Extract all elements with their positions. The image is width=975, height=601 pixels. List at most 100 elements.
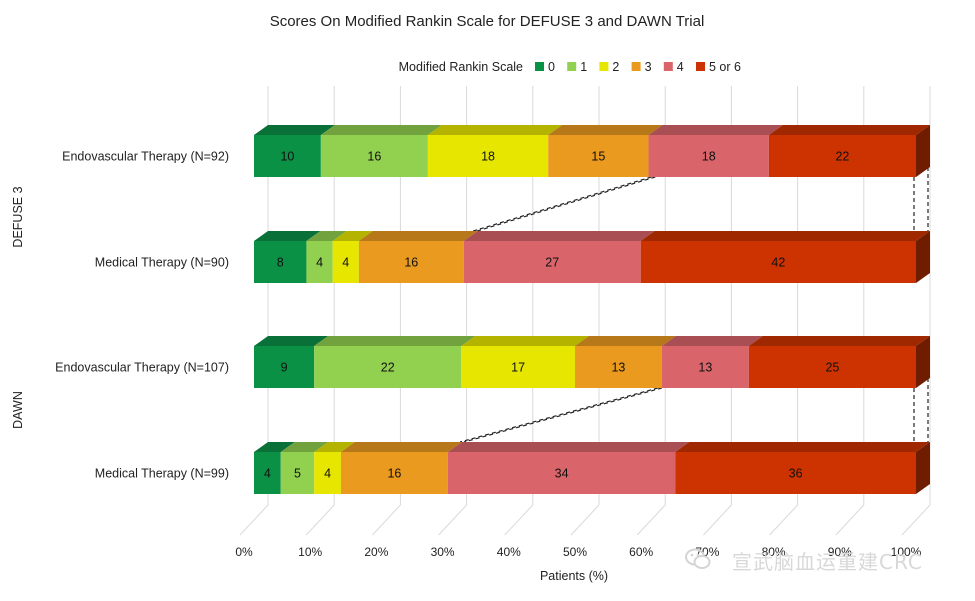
bar-value-label: 18: [702, 150, 716, 164]
legend-swatch: [599, 62, 609, 71]
row-label: Endovascular Therapy (N=107): [55, 361, 229, 375]
group-label: DAWN: [11, 391, 25, 429]
legend-swatch: [663, 62, 673, 71]
bar-value-label: 13: [698, 361, 712, 375]
watermark: 宣武脑血运重建CRC: [684, 543, 954, 579]
bar-segment-top: [340, 442, 462, 452]
bar-value-label: 4: [342, 256, 349, 270]
bar-value-label: 16: [367, 150, 381, 164]
bar-value-label: 16: [404, 256, 418, 270]
chart-title: Scores On Modified Rankin Scale for DEFU…: [270, 13, 705, 30]
bar-value-label: 16: [387, 467, 401, 481]
bar-segment: [463, 241, 641, 283]
connector-lines: [459, 167, 929, 452]
bar-segment: [340, 452, 448, 494]
wechat-icon: [685, 548, 711, 569]
legend-swatch: [535, 62, 544, 71]
legend-label: 1: [580, 60, 587, 74]
x-tick-label: 50%: [563, 545, 587, 559]
bar-segment-top: [254, 442, 295, 452]
bar-segment: [574, 346, 662, 388]
bar-segment-top: [675, 442, 930, 452]
bar-segment-top: [447, 442, 690, 452]
bar-segment: [358, 241, 464, 283]
bar-value-label: 13: [611, 361, 625, 375]
x-tick-label: 10%: [298, 545, 322, 559]
bar-segment-top: [574, 336, 676, 346]
bar-segment: [254, 135, 321, 177]
bar-value-label: 18: [481, 150, 495, 164]
x-tick-label: 20%: [364, 545, 388, 559]
bar-segment: [306, 241, 333, 283]
bar-value-label: 42: [771, 256, 785, 270]
bar-segment-top: [254, 231, 321, 241]
bar-value-label: 34: [555, 467, 569, 481]
watermark-text: 宣武脑血运重建CRC: [732, 550, 923, 574]
bar-side-face: [916, 125, 930, 177]
x-tick-label: 60%: [629, 545, 653, 559]
bar-segment: [447, 452, 676, 494]
row-label: Medical Therapy (N=90): [95, 256, 229, 270]
x-tick-label: 0%: [235, 545, 253, 559]
bar-segment: [254, 346, 315, 388]
legend-label: 4: [677, 60, 684, 74]
bar-segment: [640, 241, 916, 283]
x-tick-label: 30%: [431, 545, 455, 559]
legend-title: Modified Rankin Scale: [399, 60, 523, 74]
bar-segment-top: [306, 231, 347, 241]
connector-line: [473, 176, 652, 232]
legend: Modified Rankin Scale 0 1 2 3 4 5 or 6: [399, 60, 741, 74]
bar-value-label: 22: [835, 150, 849, 164]
bar-value-label: 27: [545, 256, 559, 270]
bar-segment: [461, 346, 575, 388]
legend-label: 2: [612, 60, 619, 74]
gridline-floor: [703, 504, 732, 536]
group-label: DEFUSE 3: [11, 186, 25, 247]
x-tick-label: 80%: [762, 545, 786, 559]
bar-segment: [314, 452, 341, 494]
bar-segment: [254, 241, 307, 283]
bar-segment-top: [661, 336, 763, 346]
bar-segment: [320, 135, 428, 177]
bar-side-face: [916, 336, 930, 388]
bar-segment: [661, 346, 749, 388]
bar-segment: [254, 452, 281, 494]
bar-value-label: 8: [277, 256, 284, 270]
connector-line: [459, 387, 658, 443]
bar-segment-top: [314, 442, 355, 452]
row-label: Medical Therapy (N=99): [95, 467, 229, 481]
bar-segment-top: [280, 442, 329, 452]
connector-line: [477, 176, 656, 232]
gridline-floor: [570, 504, 600, 536]
bar-value-label: 15: [591, 150, 605, 164]
bar-segment-top: [332, 231, 373, 241]
connector-line: [463, 387, 662, 443]
bar-segment-top: [768, 125, 930, 135]
bar-segment-top: [314, 336, 476, 346]
bar-value-label: 9: [281, 361, 288, 375]
bar-segment: [648, 135, 769, 177]
bar-side-face: [916, 442, 930, 494]
bars: 10 16 18 15 18 22 8 4 4 16 27 42 9 22 17 13 13 25 4 5 4 16 34 3…: [254, 125, 930, 494]
bar-segment: [427, 135, 549, 177]
bar-segment-top: [548, 125, 663, 135]
gridline-floor: [901, 504, 931, 536]
legend-swatch: [631, 62, 641, 71]
bar-segment: [675, 452, 916, 494]
bar-segment-top: [463, 231, 655, 241]
legend-swatch: [696, 62, 705, 71]
bar-segment-top: [640, 231, 930, 241]
bar-value-label: 10: [280, 150, 294, 164]
x-axis: 0% 10% 20% 30% 40% 50% 60% 70% 80% 90% 100%: [235, 545, 921, 559]
gridline-floor: [636, 504, 666, 536]
legend-label: 0: [548, 60, 555, 74]
bar-segment-top: [320, 125, 442, 135]
bar-value-label: 25: [825, 361, 839, 375]
bar-segment: [548, 135, 649, 177]
x-tick-label: 100%: [891, 545, 922, 559]
bar-segment: [314, 346, 462, 388]
bar-segment-top: [254, 125, 335, 135]
bar-side-face: [916, 231, 930, 283]
group-labels: DEFUSE 3 DAWN: [11, 186, 25, 428]
